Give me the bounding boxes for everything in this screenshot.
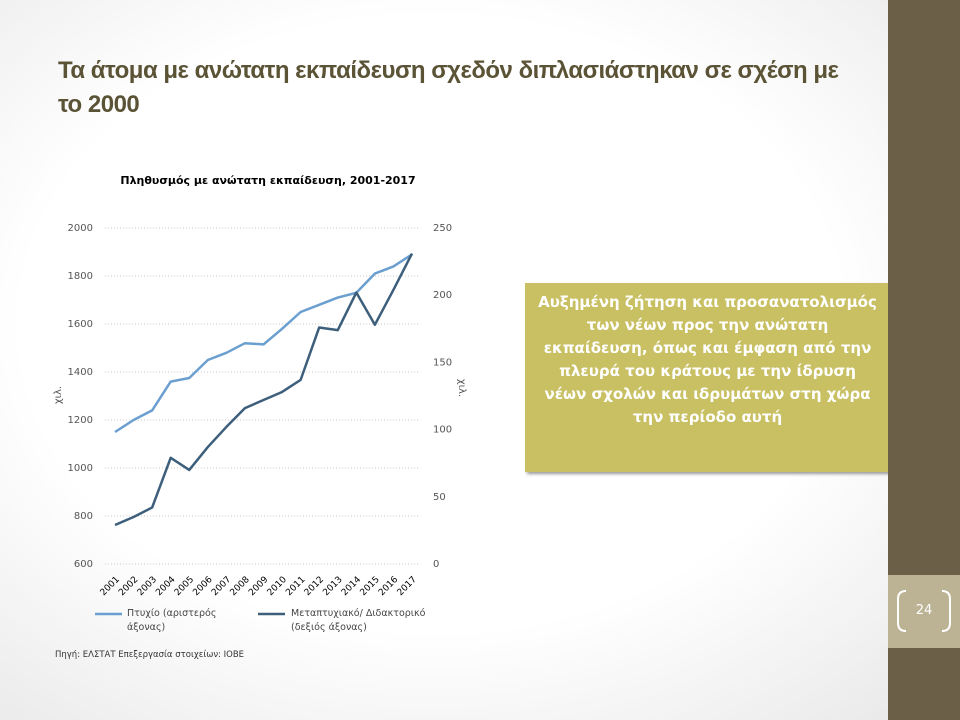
y2-tick-label: 50 [433,492,446,503]
series-line [114,253,413,434]
source-note: Πηγή: ΕΛΣΤΑΤ Επεξεργασία στοιχείων: ΙΟΒΕ [55,650,245,660]
y2-axis-label: χιλ. [456,379,467,397]
x-tick-label: 2003 [136,575,159,598]
y-tick-label: 1200 [68,415,93,426]
y-tick-label: 1400 [68,367,93,378]
y2-tick-label: 200 [433,290,452,301]
x-tick-label: 2009 [247,575,270,598]
page-number-box: 24 [888,575,960,648]
x-tick-label: 2007 [210,575,233,598]
y2-tick-label: 0 [433,559,439,570]
y-tick-label: 1000 [68,463,93,474]
legend-label: Μεταπτυχιακό/ Διδακτορικό (δεξιός άξονας… [291,608,426,633]
x-tick-label: 2011 [284,575,307,598]
callout-box: Αυξημένη ζήτηση και προσανατολισμός των … [525,283,890,472]
legend-label: Πτυχίο (αριστερός άξονας) [127,608,217,633]
y-tick-label: 1800 [68,271,93,282]
x-tick-label: 2002 [117,575,140,598]
bracket-icon [897,590,951,632]
x-tick-label: 2017 [396,575,419,598]
x-tick-label: 2015 [358,575,381,598]
x-tick-label: 2013 [321,575,344,598]
x-tick-label: 2005 [173,575,196,598]
y2-tick-label: 150 [433,357,452,368]
x-tick-label: 2016 [377,575,400,598]
y-tick-label: 2000 [68,223,93,234]
x-tick-label: 2008 [229,575,252,598]
series-line [114,252,414,527]
y-tick-label: 1600 [68,319,93,330]
y2-tick-label: 250 [433,223,452,234]
x-tick-label: 2004 [154,575,177,598]
x-tick-label: 2001 [99,575,122,598]
x-tick-label: 2014 [340,575,363,598]
slide-title: Τα άτομα με ανώτατη εκπαίδευση σχεδόν δι… [58,57,839,118]
x-tick-label: 2006 [191,575,214,598]
x-tick-label: 2012 [303,575,326,598]
y-tick-label: 800 [74,511,93,522]
chart-title: Πληθυσμός με ανώτατη εκπαίδευση, 2001-20… [120,174,415,187]
y-tick-label: 600 [74,559,93,570]
x-tick-label: 2010 [266,575,289,598]
page-number: 24 [915,603,933,618]
y2-tick-label: 100 [433,425,452,436]
y-axis-label: χιλ. [53,386,64,404]
